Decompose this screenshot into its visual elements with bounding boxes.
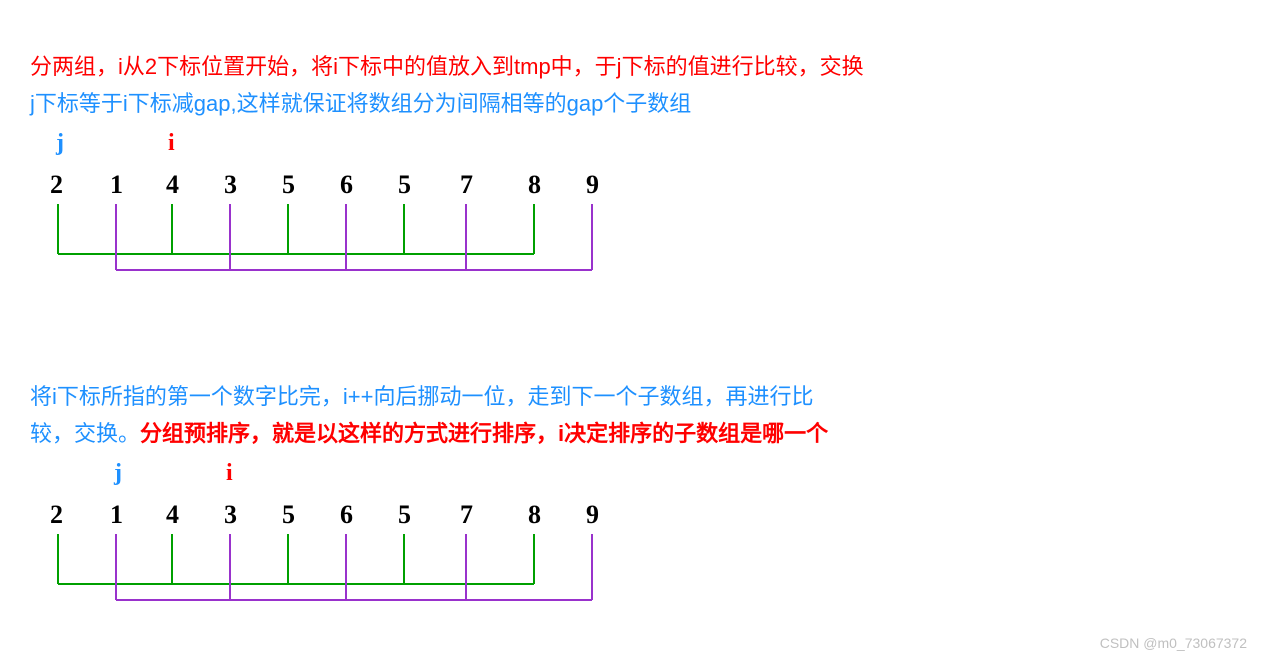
section1-line1: 分两组，i从2下标位置开始，将i下标中的值放入到tmp中，于j下标的值进行比较，… xyxy=(30,50,1233,83)
section2: 将i下标所指的第一个数字比完，i++向后挪动一位，走到下一个子数组，再进行比 较… xyxy=(30,380,1233,450)
bracket-svg xyxy=(30,140,650,300)
diagram1: ji2143565789 xyxy=(30,140,1233,300)
section2-line2: 较，交换。分组预排序，就是以这样的方式进行排序，i决定排序的子数组是哪一个 xyxy=(30,417,1233,450)
watermark: CSDN @m0_73067372 xyxy=(1100,635,1247,651)
section2-line1-part3: 分组预排序，就是以这样的方式进行排序，i决定排序的子数组是哪一个 xyxy=(140,421,828,446)
section2-line1: 将i下标所指的第一个数字比完，i++向后挪动一位，走到下一个子数组，再进行比 xyxy=(30,380,1233,413)
section2-line1-part1: 将i下标所指的第一个数字比完，i++向后挪动一位，走到下一个子数组，再进行比 xyxy=(30,384,813,409)
diagram2: ji2143565789 xyxy=(30,470,1233,630)
bracket-svg xyxy=(30,470,650,630)
section2-line1-part2: 较，交换。 xyxy=(30,421,140,446)
section1-line2: j下标等于i下标减gap,这样就保证将数组分为间隔相等的gap个子数组 xyxy=(30,87,1233,120)
